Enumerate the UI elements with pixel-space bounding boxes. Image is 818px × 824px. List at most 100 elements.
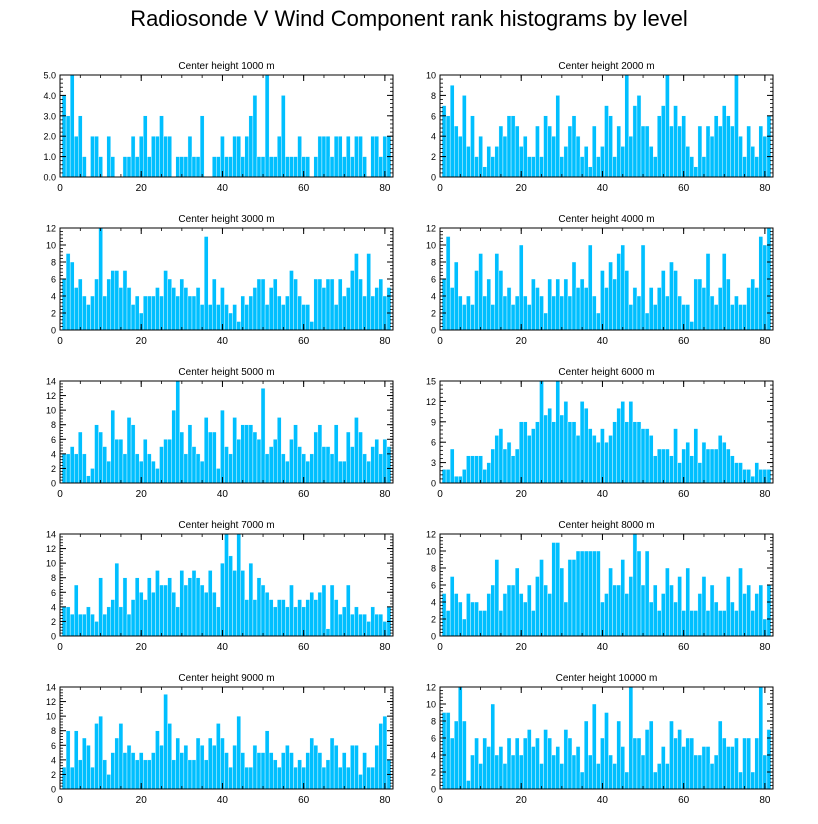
x-tick-label: 0 [437, 183, 443, 194]
histogram-bar [354, 135, 359, 178]
histogram-bar [624, 421, 630, 484]
x-tick-label: 0 [437, 642, 443, 653]
histogram-bar [600, 737, 605, 790]
y-tick-label: 8 [431, 258, 436, 268]
histogram-bar [248, 115, 254, 178]
histogram-bar [551, 754, 556, 790]
histogram-bar [143, 759, 148, 790]
histogram-bar [482, 610, 487, 637]
histogram-bar [321, 446, 327, 484]
histogram-bar [175, 156, 181, 178]
histogram-bar [78, 759, 83, 790]
histogram-bar [118, 287, 124, 331]
histogram-bar [106, 774, 111, 790]
y-tick-label: 2 [431, 768, 436, 778]
histogram-bar [256, 439, 262, 484]
histogram-bar [506, 737, 512, 790]
histogram-bar [199, 460, 205, 484]
histogram-bar [305, 156, 310, 178]
histogram-bar [502, 295, 508, 331]
histogram-bar [705, 746, 711, 790]
histogram-bar [147, 577, 152, 637]
histogram-bar [689, 737, 695, 790]
histogram-bar [600, 270, 605, 331]
histogram-bar [673, 601, 678, 637]
histogram-bar [297, 446, 302, 484]
histogram-bar [640, 584, 646, 637]
histogram-bar [264, 74, 270, 178]
histogram-bar [346, 766, 351, 790]
histogram-bar [171, 287, 176, 331]
histogram-bar [713, 304, 719, 331]
y-tick-label: 6 [51, 588, 56, 598]
y-tick-label: 0 [431, 785, 436, 795]
histogram-bar [596, 156, 601, 178]
histogram-bar [579, 278, 585, 331]
histogram-bar [588, 244, 593, 331]
histogram-bar [228, 555, 233, 637]
histogram-bar [110, 409, 116, 484]
histogram-bar [454, 593, 459, 637]
x-tick-label: 40 [597, 336, 609, 347]
histogram-bar [94, 135, 99, 178]
histogram-bar [653, 584, 658, 637]
histogram-bar [563, 601, 569, 637]
histogram-bar [449, 448, 455, 484]
histogram-bar [86, 475, 91, 484]
y-tick-label: 14 [46, 530, 56, 540]
histogram-bar [653, 304, 658, 331]
x-tick-label: 40 [597, 183, 609, 194]
histogram-bar [612, 763, 617, 790]
histogram-bar [502, 763, 508, 790]
histogram-bar [106, 278, 111, 331]
histogram-bar [551, 421, 556, 484]
histogram-bar [370, 446, 375, 484]
histogram-bar [616, 125, 621, 178]
histogram-bar [167, 278, 172, 331]
y-tick-label: 6 [431, 111, 436, 121]
histogram-bar [195, 737, 201, 790]
histogram-bar [374, 745, 379, 790]
histogram-bar [539, 156, 544, 178]
histogram-bar [657, 287, 662, 331]
histogram-bar [94, 723, 99, 790]
histogram-bar [337, 766, 343, 790]
histogram-bar [665, 74, 670, 178]
histogram-bar [474, 601, 479, 637]
histogram-bar [130, 135, 136, 178]
histogram-bar [171, 409, 176, 484]
histogram-bar [313, 278, 319, 331]
histogram-bar [273, 156, 278, 178]
histogram-bar [370, 135, 375, 178]
histogram-bar [65, 115, 71, 178]
panel-4: Center height 4000 m 0 20 40 60 80 0 2 4 6 8 10 12 [426, 214, 774, 347]
histogram-bar [681, 115, 686, 178]
histogram-bar [191, 446, 197, 484]
histogram-bar [754, 287, 759, 331]
histogram-bar [118, 606, 124, 637]
histogram-bar [502, 593, 508, 637]
plot-frame [59, 686, 394, 790]
histogram-bar [191, 570, 197, 637]
histogram-bar [624, 74, 630, 178]
histogram-bar [244, 135, 250, 178]
panel-title: Center height 10000 m [556, 673, 658, 684]
histogram-bar [636, 421, 642, 484]
histogram-bar [734, 610, 739, 637]
histogram-bar [350, 156, 355, 178]
histogram-bar [592, 295, 597, 331]
x-tick-label: 0 [57, 489, 63, 500]
y-tick-label: 0.0 [43, 173, 56, 183]
histogram-bar [693, 754, 699, 790]
histogram-bar [325, 446, 331, 484]
histogram-bar [709, 584, 715, 637]
histogram-bar [588, 428, 593, 484]
histogram-bar [289, 584, 294, 637]
histogram-bar [224, 752, 229, 790]
histogram-bar [187, 295, 193, 331]
histogram-bar [126, 156, 132, 178]
histogram-bar [293, 278, 298, 331]
histogram-bar [628, 401, 634, 484]
histogram-bar [134, 759, 140, 790]
histogram-bar [734, 74, 739, 178]
